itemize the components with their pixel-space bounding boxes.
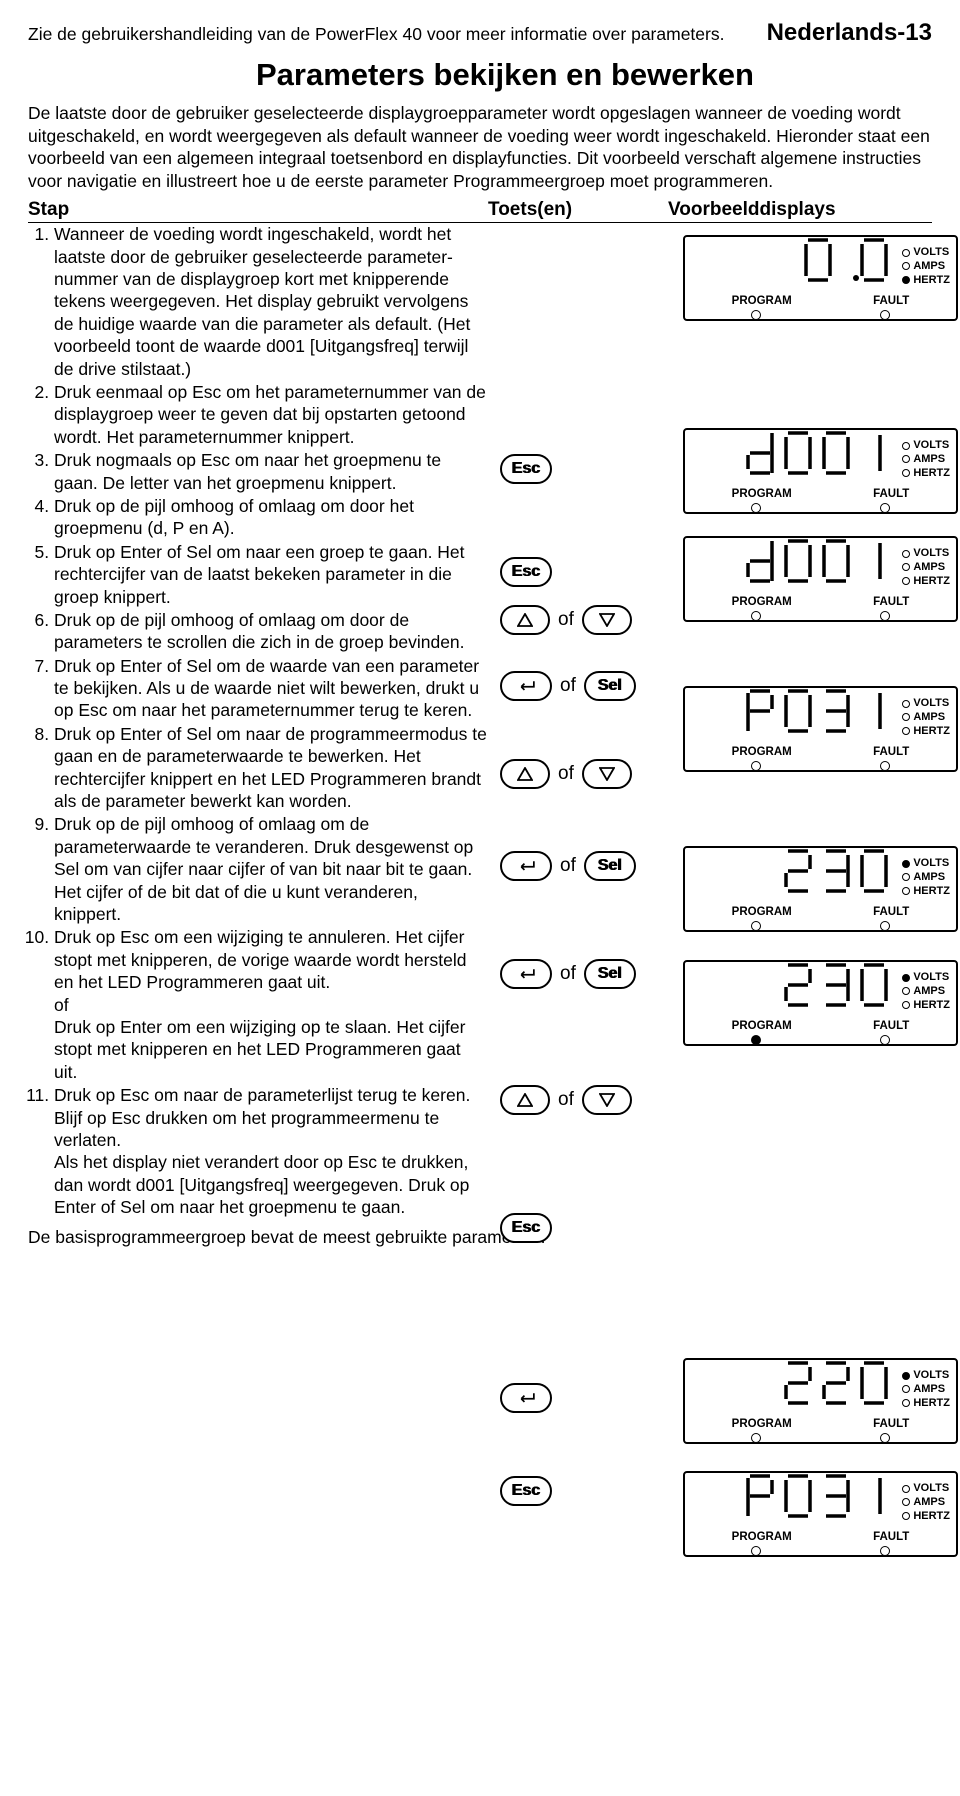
lcd-value: [691, 1359, 902, 1420]
arrow-down-key: [582, 1085, 632, 1115]
lcd-display: VOLTSAMPSHERTZPROGRAMFAULT: [683, 960, 958, 1046]
step-item: Druk op de pijl omhoog of omlaag om door…: [54, 495, 488, 540]
footer-note: De basisprogrammeergroep bevat de meest …: [28, 1226, 932, 1248]
lcd-value: [691, 847, 902, 908]
lcd-value: [691, 236, 902, 297]
key-row: of: [500, 1085, 632, 1115]
table-header: Stap Toets(en) Voorbeelddisplays: [28, 198, 932, 223]
enter-key: [500, 851, 552, 881]
of-label: of: [558, 608, 574, 632]
col-displays: Voorbeelddisplays: [668, 198, 932, 222]
lcd-value: [691, 961, 902, 1022]
lcd-units: VOLTSAMPSHERTZ: [902, 439, 950, 479]
sel-key: Sel: [584, 671, 636, 701]
lcd-units: VOLTSAMPSHERTZ: [902, 697, 950, 737]
step-item: Wanneer de voeding wordt ingeschakeld, w…: [54, 223, 488, 380]
of-label: of: [560, 674, 576, 698]
esc-key: Esc: [500, 1476, 552, 1506]
arrow-up-key: [500, 1085, 550, 1115]
sel-key: Sel: [584, 959, 636, 989]
step-item: Druk op de pijl omhoog of omlaag om door…: [54, 609, 488, 654]
arrow-down-key: [582, 759, 632, 789]
lcd-units: VOLTSAMPSHERTZ: [902, 1369, 950, 1409]
key-row: of Sel: [500, 851, 636, 881]
lcd-value: [691, 687, 902, 748]
arrow-up-key: [500, 605, 550, 635]
lcd-display: VOLTSAMPSHERTZPROGRAMFAULT: [683, 536, 958, 622]
lcd-display: VOLTSAMPSHERTZPROGRAMFAULT: [683, 428, 958, 514]
arrow-down-key: [582, 605, 632, 635]
enter-key: [500, 1383, 552, 1413]
lcd-units: VOLTSAMPSHERTZ: [902, 246, 950, 286]
key-row: of: [500, 605, 632, 635]
key-row: Esc: [500, 1476, 552, 1506]
step-item: Druk op Enter of Sel om naar een groep t…: [54, 541, 488, 608]
lcd-value: [691, 537, 902, 598]
page-title: Parameters bekijken en bewerken: [28, 55, 932, 95]
key-row: of Sel: [500, 671, 636, 701]
steps-column: Wanneer de voeding wordt ingeschakeld, w…: [28, 223, 488, 1218]
page-number: Nederlands-13: [767, 18, 932, 49]
step-item: Druk op Enter of Sel om de waarde van ee…: [54, 655, 488, 722]
lcd-display: VOLTSAMPSHERTZPROGRAMFAULT: [683, 686, 958, 772]
lcd-display: VOLTSAMPSHERTZPROGRAMFAULT: [683, 1358, 958, 1444]
esc-key: Esc: [500, 1213, 552, 1243]
col-keys: Toets(en): [488, 198, 668, 222]
lcd-display: VOLTSAMPSHERTZPROGRAMFAULT: [683, 1471, 958, 1557]
key-row: of: [500, 759, 632, 789]
header-line: Zie de gebruikershandleiding van de Powe…: [28, 18, 932, 49]
lcd-units: VOLTSAMPSHERTZ: [902, 1482, 950, 1522]
key-row: Esc: [500, 454, 552, 484]
lcd-units: VOLTSAMPSHERTZ: [902, 857, 950, 897]
of-label: of: [558, 1088, 574, 1112]
enter-key: [500, 959, 552, 989]
step-item: Druk op Enter of Sel om naar de programm…: [54, 723, 488, 813]
intro-paragraph: De laatste door de gebruiker geselecteer…: [28, 102, 932, 192]
lcd-value: [691, 429, 902, 490]
lcd-units: VOLTSAMPSHERTZ: [902, 547, 950, 587]
step-item: Druk op de pijl omhoog of omlaag om de p…: [54, 813, 488, 925]
sel-key: Sel: [584, 851, 636, 881]
step-item: Druk op Esc om een wijziging te annulere…: [54, 926, 488, 1083]
lcd-value: [691, 1472, 902, 1533]
of-label: of: [560, 962, 576, 986]
header-note: Zie de gebruikershandleiding van de Powe…: [28, 23, 724, 45]
key-row: Esc: [500, 557, 552, 587]
lcd-display: VOLTSAMPSHERTZPROGRAMFAULT: [683, 846, 958, 932]
step-item: Druk op Esc om naar de parameterlijst te…: [54, 1084, 488, 1218]
key-row: Esc: [500, 1213, 552, 1243]
col-step: Stap: [28, 198, 488, 222]
enter-key: [500, 671, 552, 701]
step-item: Druk eenmaal op Esc om het parameternumm…: [54, 381, 488, 448]
step-item: Druk nogmaals op Esc om naar het groepme…: [54, 449, 488, 494]
arrow-up-key: [500, 759, 550, 789]
of-label: of: [558, 762, 574, 786]
key-row: of Sel: [500, 959, 636, 989]
key-row: [500, 1383, 552, 1413]
of-label: of: [560, 854, 576, 878]
lcd-display: VOLTSAMPSHERTZPROGRAMFAULT: [683, 235, 958, 321]
esc-key: Esc: [500, 454, 552, 484]
lcd-units: VOLTSAMPSHERTZ: [902, 971, 950, 1011]
content-area: Wanneer de voeding wordt ingeschakeld, w…: [28, 223, 932, 1218]
esc-key: Esc: [500, 557, 552, 587]
